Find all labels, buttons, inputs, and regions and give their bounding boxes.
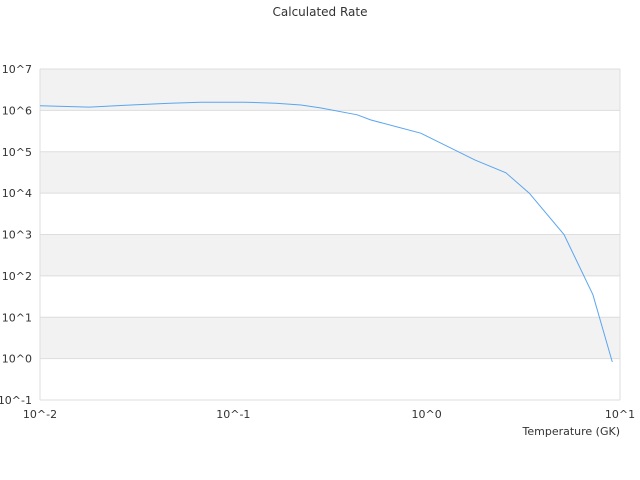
y-tick-label: 10^6 xyxy=(2,104,32,117)
chart-title: Calculated Rate xyxy=(273,5,368,19)
x-tick-labels: 10^-2 10^-1 10^0 10^1 xyxy=(23,408,635,421)
grid-band xyxy=(40,151,620,194)
y-tick-label: 10^4 xyxy=(2,187,32,200)
y-tick-labels: 10^7 10^6 10^5 10^4 10^3 10^2 10^1 10^0 10^-1 xyxy=(0,63,32,407)
y-tick-label: 10^3 xyxy=(2,229,32,242)
series-line xyxy=(39,101,613,363)
x-axis-label: Temperature (GK) xyxy=(522,425,621,438)
y-tick-label: 10^2 xyxy=(2,270,32,283)
y-tick-label: 10^-1 xyxy=(0,394,32,407)
y-tick-label: 10^5 xyxy=(2,146,32,159)
x-tick-label: 10^-1 xyxy=(216,408,250,421)
x-tick-label: 10^-2 xyxy=(23,408,57,421)
grid-band xyxy=(40,317,620,359)
y-tick-label: 10^0 xyxy=(2,353,32,366)
x-tick-label: 10^0 xyxy=(412,408,442,421)
gridlines xyxy=(39,68,621,401)
x-tick-label: 10^1 xyxy=(605,408,635,421)
grid-band xyxy=(40,69,620,111)
grid-band xyxy=(40,234,620,276)
y-tick-label: 10^1 xyxy=(2,311,32,324)
y-tick-label: 10^7 xyxy=(2,63,32,76)
grid-bands xyxy=(40,69,620,359)
